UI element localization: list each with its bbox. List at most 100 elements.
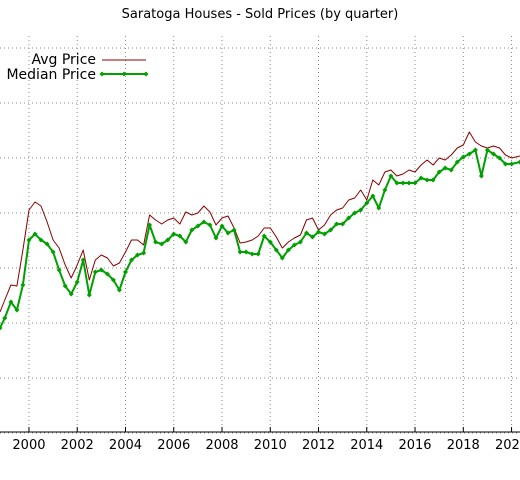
median-point-54 (322, 231, 327, 237)
median-point-69 (412, 180, 418, 186)
median-point-47 (279, 255, 285, 261)
median-point-4 (20, 282, 26, 288)
x-tick-label-2010: 2010 (254, 438, 287, 453)
legend-marker-right (143, 71, 149, 77)
median-point-30 (177, 233, 183, 239)
median-point-49 (291, 242, 297, 248)
median-point-40 (237, 249, 243, 255)
median-point-41 (243, 249, 249, 255)
median-point-62 (370, 193, 376, 199)
median-point-77 (460, 154, 466, 160)
median-point-56 (334, 221, 340, 227)
x-tick-label-2006: 2006 (157, 438, 190, 453)
median-point-81 (484, 147, 490, 153)
median-point-52 (310, 234, 315, 240)
median-point-79 (472, 147, 478, 153)
median-point-5 (26, 237, 32, 243)
median-point-75 (448, 167, 454, 173)
median-point-86 (517, 159, 520, 165)
median-point-26 (153, 239, 159, 245)
median-point-59 (352, 210, 358, 216)
median-point-17 (98, 267, 104, 273)
median-point-48 (285, 247, 291, 253)
median-point-38 (225, 230, 231, 236)
x-tick-label-2004: 2004 (109, 438, 142, 453)
median-point-25 (147, 222, 153, 228)
median-point-84 (503, 161, 508, 167)
median-point-43 (255, 251, 261, 257)
median-point-18 (104, 271, 110, 277)
median-point-14 (80, 257, 86, 263)
series-line-1 (0, 149, 520, 329)
x-tick-label-2008: 2008 (205, 438, 238, 453)
median-point-36 (213, 235, 219, 241)
median-point-32 (189, 227, 195, 233)
median-point-58 (346, 215, 352, 221)
median-point-71 (424, 177, 430, 183)
median-point-64 (382, 187, 388, 193)
series-avg-price (0, 131, 520, 313)
median-point-33 (195, 223, 201, 229)
x-tick-label-2000: 2000 (12, 438, 45, 453)
median-point-46 (273, 247, 279, 253)
median-point-22 (129, 257, 134, 263)
median-point-27 (159, 241, 165, 247)
median-point-68 (406, 180, 412, 186)
median-point-50 (297, 239, 303, 245)
x-axis-ticks: 2000 2002 2004 2006 2008 2010 2012 2014 2016 2018… (12, 427, 520, 453)
median-point-83 (497, 155, 502, 161)
series-median-price (0, 147, 520, 331)
median-point-3 (14, 307, 20, 313)
median-point-74 (442, 165, 448, 171)
median-point-82 (491, 151, 496, 157)
median-point-67 (400, 180, 406, 186)
median-point-23 (135, 252, 140, 258)
median-point-2 (8, 299, 14, 305)
median-point-21 (123, 269, 128, 275)
median-point-34 (201, 219, 207, 225)
median-point-6 (32, 231, 38, 237)
median-point-39 (231, 227, 237, 233)
median-point-45 (267, 239, 273, 245)
chart-title: Saratoga Houses - Sold Prices (by quarte… (122, 7, 399, 22)
median-point-63 (376, 205, 382, 211)
median-point-13 (74, 279, 80, 285)
median-point-8 (44, 241, 50, 247)
series-line-0 (0, 131, 520, 313)
median-point-80 (478, 173, 484, 179)
grid-lines (0, 36, 520, 434)
median-point-0 (0, 325, 3, 331)
median-point-85 (509, 161, 515, 167)
median-point-31 (183, 239, 189, 245)
median-point-19 (110, 277, 116, 283)
median-point-1 (2, 315, 8, 321)
x-tick-label-2012: 2012 (302, 438, 335, 453)
median-point-35 (207, 222, 213, 228)
median-point-55 (328, 227, 334, 233)
median-point-16 (92, 269, 98, 275)
median-point-66 (394, 180, 400, 186)
median-point-65 (388, 173, 394, 179)
median-point-29 (171, 231, 177, 237)
median-point-72 (430, 177, 436, 183)
median-point-78 (466, 151, 472, 157)
legend-marker-left (99, 71, 105, 77)
median-point-51 (304, 230, 309, 236)
median-point-9 (50, 249, 56, 255)
median-point-10 (56, 267, 62, 273)
legend-marker-mid (121, 71, 127, 77)
median-point-42 (249, 251, 255, 257)
median-point-7 (38, 237, 44, 243)
x-tick-label-2002: 2002 (61, 438, 94, 453)
median-point-57 (340, 221, 346, 227)
legend-label-median-price: Median Price (6, 67, 96, 83)
median-point-70 (418, 175, 424, 181)
median-point-20 (116, 287, 122, 293)
median-point-24 (141, 250, 147, 256)
legend: Avg Price Median Price (6, 52, 149, 83)
x-tick-label-2020: 2020 (495, 438, 520, 453)
median-point-15 (86, 292, 92, 298)
median-point-61 (364, 200, 370, 206)
median-point-12 (68, 291, 74, 297)
